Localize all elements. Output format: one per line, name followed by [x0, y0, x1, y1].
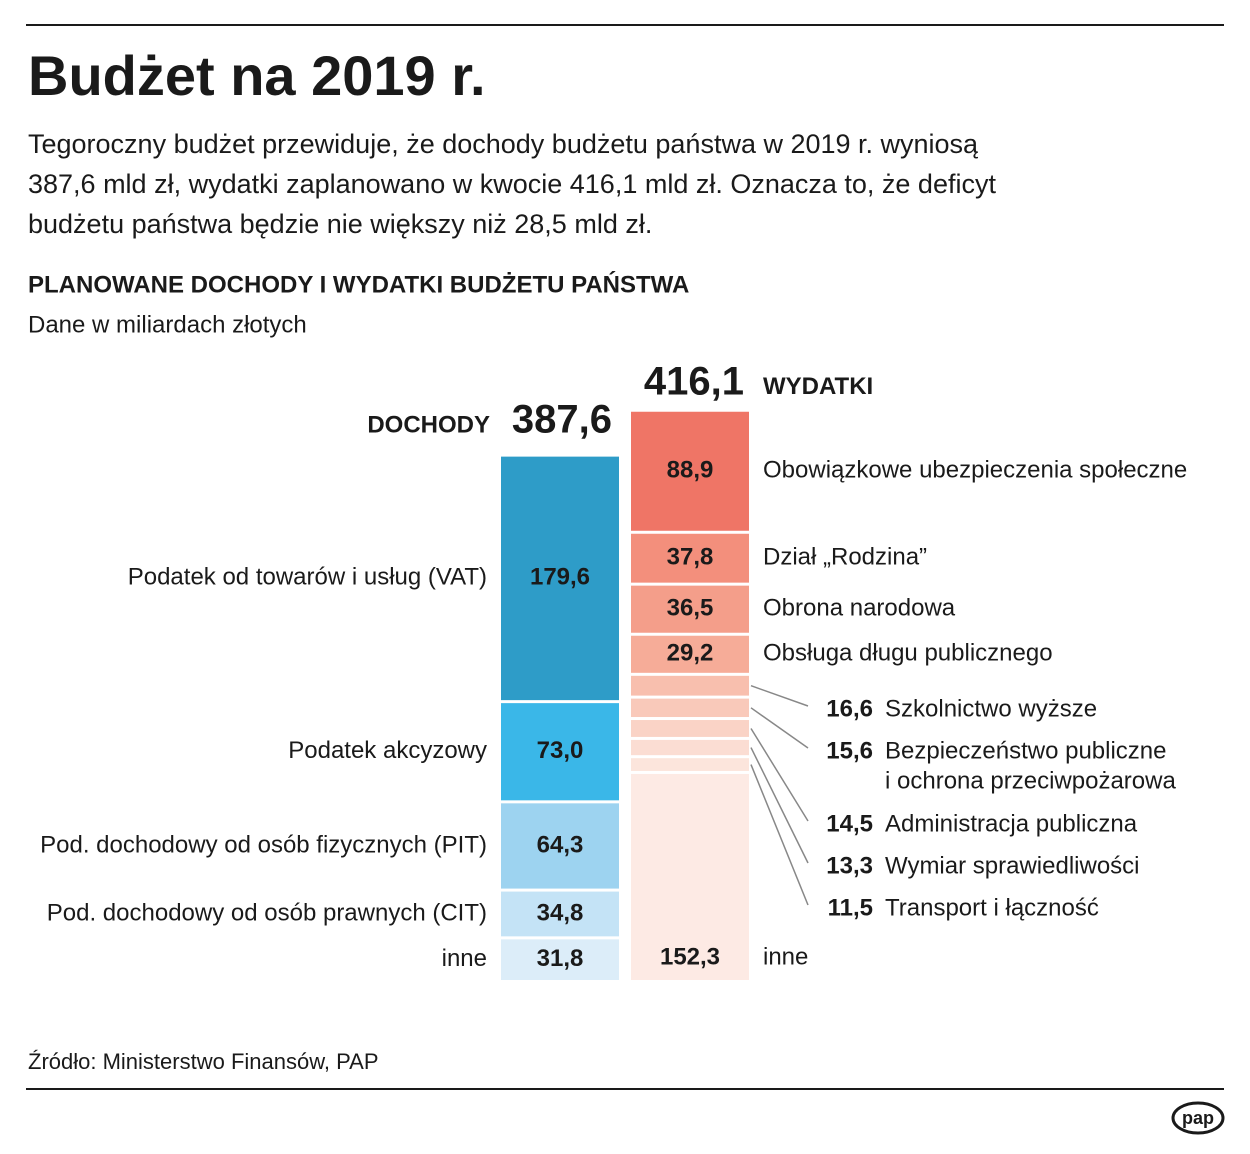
bar-segment [501, 803, 619, 889]
bar-segment [631, 720, 749, 737]
segment-label: Bezpieczeństwo publiczne [885, 737, 1167, 764]
segment-label: Obrona narodowa [763, 595, 956, 622]
value-label: 73,0 [537, 737, 584, 764]
chart-title: PLANOWANE DOCHODY I WYDATKI BUDŻETU PAŃS… [28, 270, 689, 298]
segment-label: Podatek akcyzowy [288, 737, 487, 764]
segment-label: inne [763, 943, 808, 970]
value-label: 36,5 [667, 595, 714, 622]
stack-name: DOCHODY [367, 411, 490, 438]
unit-note: Dane w miliardach złotych [28, 311, 307, 338]
value-label: 179,6 [530, 564, 590, 591]
value-label: 11,5 [828, 894, 873, 921]
bar-segment [631, 698, 749, 718]
leader-line [750, 764, 809, 906]
bar-segment [631, 635, 749, 673]
leader-line [750, 707, 809, 749]
segment-label: Dział „Rodzina” [763, 544, 927, 571]
value-label: 34,8 [537, 899, 584, 926]
segment-label: Pod. dochodowy od osób fizycznych (PIT) [40, 831, 487, 858]
bar-segment [631, 585, 749, 633]
title: Budżet na 2019 r. [28, 44, 486, 107]
value-label: 29,2 [667, 640, 714, 667]
bar-segment [631, 739, 749, 756]
segment-label: i ochrona przeciwpożarowa [885, 767, 1176, 794]
value-label: 64,3 [537, 831, 584, 858]
bar-segment [631, 675, 749, 696]
bar-segment [501, 939, 619, 980]
stack-name: WYDATKI [763, 373, 873, 400]
leader-line [750, 685, 809, 707]
bar-segment [631, 533, 749, 583]
value-label: 15,6 [826, 737, 873, 764]
logo: pap [1182, 1108, 1214, 1128]
bar-segment [501, 456, 619, 701]
value-label: 152,3 [660, 943, 720, 970]
value-label: 16,6 [826, 695, 873, 722]
leader-line [750, 747, 809, 864]
segment-label: Wymiar sprawiedliwości [885, 852, 1140, 879]
segment-label: Podatek od towarów i usług (VAT) [128, 564, 487, 591]
bar-segment [501, 703, 619, 801]
value-label: 37,8 [667, 544, 714, 571]
total-label: 416,1 [644, 359, 744, 403]
segment-label: Obowiązkowe ubezpieczenia społeczne [763, 457, 1187, 484]
total-label: 387,6 [512, 398, 612, 442]
segment-label: Pod. dochodowy od osób prawnych (CIT) [47, 899, 487, 926]
segment-label: inne [442, 945, 487, 972]
bar-segment [631, 758, 749, 771]
segment-label: Transport i łączność [885, 894, 1099, 921]
value-label: 31,8 [537, 945, 584, 972]
subtitle-line: 387,6 mld zł, wydatki zaplanowano w kwoc… [28, 169, 996, 199]
segment-label: Administracja publiczna [885, 810, 1138, 837]
value-label: 13,3 [826, 852, 873, 879]
value-label: 88,9 [667, 457, 714, 484]
leader-line [750, 728, 809, 822]
segment-label: Obsługa długu publicznego [763, 640, 1053, 667]
subtitle-line: Tegoroczny budżet przewiduje, że dochody… [28, 129, 979, 159]
logo-frame [1171, 1101, 1225, 1135]
subtitle-line: budżetu państwa będzie nie większy niż 2… [28, 209, 652, 239]
value-label: 14,5 [826, 810, 873, 837]
source: Źródło: Ministerstwo Finansów, PAP [28, 1049, 379, 1074]
bar-segment [501, 891, 619, 937]
bar-segment [631, 411, 749, 531]
segment-label: Szkolnictwo wyższe [885, 695, 1097, 722]
bar-segment [631, 773, 749, 980]
